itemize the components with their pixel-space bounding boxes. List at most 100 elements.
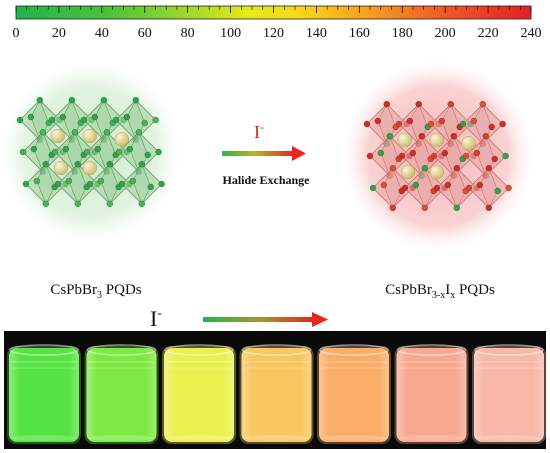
vial-base: [477, 435, 541, 441]
scale-tick-labels: 0 20 40 60 80 100 120 140 160 180 200 220 240: [13, 26, 542, 41]
halide-atom: [51, 148, 59, 156]
halide-atom: [453, 165, 460, 172]
halide-atom: [129, 177, 137, 185]
vial-base: [12, 435, 76, 441]
cs-atom: [429, 164, 444, 180]
cs-atom: [397, 132, 412, 148]
vial-rim: [474, 344, 544, 356]
vial: [394, 344, 469, 444]
halide-atom: [476, 181, 484, 189]
cs-atom: [82, 128, 98, 144]
halide-atom: [383, 101, 390, 108]
photo-arrow-shaft: [203, 317, 315, 322]
cspbbr3-xix-structure: [338, 56, 538, 256]
cs-atom: [400, 164, 416, 180]
halide-atom: [444, 181, 452, 189]
halide-atom: [485, 204, 492, 211]
halide-atom: [22, 180, 30, 188]
halide-atom: [155, 148, 162, 156]
halide-atom: [30, 145, 38, 153]
halide-atom: [27, 113, 35, 121]
halide-atom: [450, 133, 457, 140]
halide-atom: [147, 183, 154, 191]
halide-atom: [83, 148, 91, 156]
halide-atom: [470, 117, 478, 125]
cs-atom: [50, 128, 65, 144]
halide-atom: [74, 161, 81, 168]
halide-atom: [401, 184, 409, 192]
vial-rim: [319, 344, 389, 356]
scale-tick-label: 20: [52, 26, 66, 41]
halide-atom: [106, 200, 113, 207]
vial-rim: [9, 344, 79, 356]
scale-tick-label: 180: [392, 26, 413, 41]
halide-atom: [91, 113, 99, 121]
vial-rim: [241, 344, 312, 356]
halide-atom: [112, 116, 120, 124]
halide-atom: [494, 187, 501, 195]
vial: [162, 344, 236, 444]
halide-atom: [406, 117, 414, 125]
exchange-arrowhead: [292, 146, 306, 161]
halide-atom: [427, 120, 435, 128]
vial-rim: [396, 344, 467, 356]
iodide-ion-label: I-: [254, 120, 264, 142]
halide-atom: [138, 200, 145, 207]
halide-atom: [473, 149, 481, 157]
scale-tick-label: 80: [181, 26, 195, 41]
halide-atom: [421, 165, 428, 172]
scale-tick-label: 60: [138, 26, 152, 41]
halide-atom: [499, 120, 506, 128]
vial: [84, 344, 159, 444]
halide-atom: [19, 148, 27, 156]
halide-atom: [68, 97, 75, 104]
halide-atom: [433, 184, 441, 192]
scale-ticks: [15, 6, 532, 13]
halide-exchange-arrow-group: I- Halide Exchange: [222, 120, 310, 187]
scale-tick-label: 120: [263, 26, 284, 41]
photo-arrowhead: [312, 312, 328, 327]
halide-atom: [132, 97, 139, 104]
halide-atom: [453, 204, 460, 211]
cspbbr3-label: CsPbBr3 PQDs: [50, 282, 141, 301]
halide-atom: [389, 165, 396, 172]
halide-atom: [74, 200, 81, 207]
halide-atom: [152, 116, 159, 124]
halide-atom: [100, 97, 107, 104]
halide-atom: [459, 120, 467, 128]
cs-atom: [429, 132, 444, 148]
halide-atom: [380, 181, 388, 189]
halide-atom: [138, 161, 145, 168]
halide-atom: [80, 116, 88, 124]
halide-atom: [141, 119, 148, 127]
vial-glass: [241, 348, 312, 442]
halide-atom: [465, 184, 473, 192]
halide-atom: [502, 152, 509, 160]
halide-atom: [103, 129, 110, 136]
exchange-arrow-shaft: [222, 151, 294, 156]
halide-atom: [65, 177, 73, 185]
vial-row: [7, 344, 546, 444]
halide-atom: [415, 101, 422, 108]
halide-atom: [366, 152, 374, 160]
halide-atom: [97, 177, 105, 185]
cspbbr3-xix-label: CsPbBr3-xIx PQDs: [385, 282, 495, 301]
halide-atom: [62, 145, 70, 153]
halide-atom: [39, 129, 46, 136]
halide-atom: [386, 133, 393, 140]
vial-glass: [396, 348, 467, 442]
halide-atom: [438, 117, 446, 125]
photo-iodide-label: I-: [150, 305, 162, 331]
halide-atom: [86, 180, 94, 188]
cs-atom: [53, 160, 69, 176]
halide-atom: [409, 149, 417, 157]
cs-atom: [461, 135, 476, 151]
halide-atom: [42, 200, 49, 207]
cspbbr3-lattice: [16, 97, 165, 207]
halide-atom: [462, 152, 470, 160]
halide-atom: [33, 177, 41, 185]
halide-atom: [106, 161, 113, 168]
halide-atom: [36, 97, 43, 104]
halide-atom: [369, 184, 377, 192]
